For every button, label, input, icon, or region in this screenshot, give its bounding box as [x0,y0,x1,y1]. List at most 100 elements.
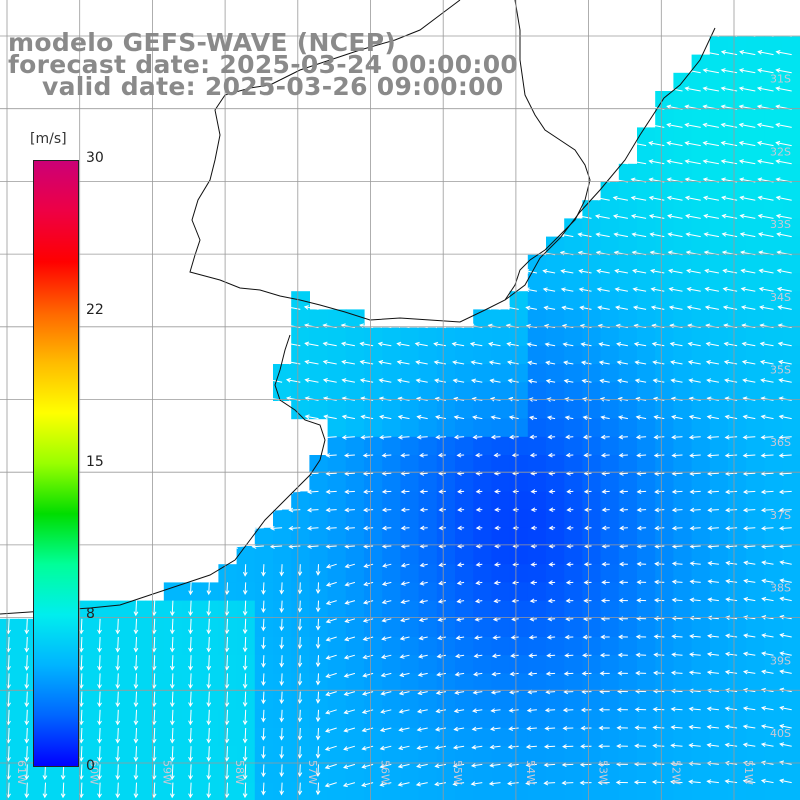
speed-cell [364,673,383,693]
speed-cell [709,691,729,711]
speed-cell [582,582,602,602]
speed-cell [509,673,529,693]
speed-cell [491,546,511,565]
wind-arrow-head [653,597,659,603]
wind-arrow [226,782,228,798]
wind-arrow-head [526,707,532,713]
wind-arrow-head [188,775,193,781]
wind-arrow [652,781,665,784]
wind-arrow-head [562,342,568,347]
speed-cell [764,455,784,474]
speed-cell [764,182,784,201]
wind-arrow-head [381,525,387,531]
wind-arrow-head [434,745,440,750]
speed-cell [709,637,729,656]
wind-arrow [44,782,46,798]
wind-arrow [344,654,356,659]
speed-cell [709,655,729,674]
speed-cell [218,782,238,800]
speed-cell [637,709,656,729]
speed-cell [764,691,784,711]
speed-cell [655,455,674,474]
wind-arrow-head [133,629,139,635]
wind-arrow-head [361,745,367,751]
wind-arrow-head [279,589,285,595]
wind-arrow [740,233,756,238]
wind-arrow-head [561,780,567,786]
wind-arrow-head [525,305,531,311]
wind-arrow [725,436,738,438]
wind-arrow-head [650,287,656,292]
wind-arrow [671,379,683,383]
wind-arrow-head [508,708,514,713]
wind-arrow-head [595,232,601,237]
wind-arrow-head [434,763,440,769]
speed-cell [600,618,620,638]
speed-cell [182,764,201,784]
speed-cell [473,673,492,693]
speed-cell [600,582,620,602]
wind-arrow-head [651,779,657,785]
speed-cell [564,400,583,420]
wind-arrow-head [397,763,403,769]
wind-arrow [317,673,319,685]
wind-arrow-head [760,724,766,729]
speed-cell [345,364,365,383]
speed-cell [473,782,492,800]
wind-arrow [493,636,501,639]
wind-arrow [226,746,228,761]
speed-cell [618,782,638,800]
wind-arrow-head [686,287,692,292]
speed-cell [546,254,565,274]
wind-arrow [512,618,519,620]
speed-cell [564,582,583,602]
speed-cell [546,600,565,620]
wind-arrow [304,306,319,310]
wind-arrow-head [740,286,746,292]
wind-arrow-head [457,507,463,513]
speed-cell [491,782,511,800]
wind-arrow-head [224,665,230,671]
wind-arrow [363,618,374,622]
wind-arrow-head [757,50,763,55]
wind-arrow [744,598,756,602]
speed-cell [673,436,693,456]
wind-arrow-head [566,489,572,494]
wind-arrow-head [563,360,569,366]
wind-arrow [508,763,519,766]
speed-cell [345,473,365,492]
wind-arrow [651,270,665,274]
wind-arrow [582,380,592,383]
speed-cell [509,600,529,620]
speed-cell [637,400,656,420]
speed-cell [182,655,201,674]
wind-arrow [597,270,610,274]
wind-arrow-head [597,780,603,785]
speed-cell [182,618,201,638]
speed-cell [163,655,183,674]
wind-arrow-head [436,672,442,677]
wind-arrow-head [760,378,766,383]
wind-arrow [281,582,283,594]
wind-arrow-head [488,341,494,347]
wind-arrow [631,160,647,165]
wind-arrow-head [279,644,285,650]
wind-arrow-head [544,726,550,731]
speed-cell [691,527,711,547]
wind-arrow-head [741,341,747,347]
wind-arrow-head [242,611,248,616]
wind-arrow-head [724,434,730,440]
wind-arrow-head [612,177,618,183]
wind-arrow [226,636,228,652]
wind-arrow [758,160,774,165]
speed-cell [782,637,800,656]
wind-arrow-head [151,702,157,708]
wind-arrow [262,636,265,649]
speed-cell [218,600,238,620]
speed-cell [491,673,511,693]
wind-arrow-head [739,232,745,237]
wind-arrow-head [775,177,781,182]
wind-arrow-head [670,670,676,676]
speed-cell [746,327,765,347]
wind-arrow-head [475,507,481,513]
